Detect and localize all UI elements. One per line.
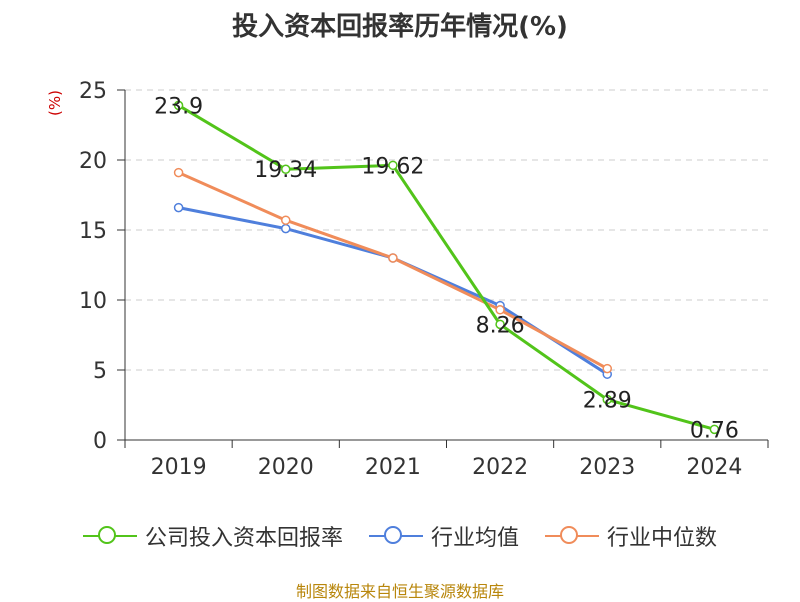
source-footer: 制图数据来自恒生聚源数据库	[295, 582, 504, 601]
y-tick-label: 0	[93, 429, 107, 454]
data-point	[495, 305, 505, 315]
legend-swatch-industry-avg	[368, 524, 423, 548]
y-tick-label: 15	[79, 219, 107, 244]
data-point	[173, 100, 184, 111]
series-line-1	[178, 206, 609, 376]
legend-label-company: 公司投入资本回报率	[144, 526, 343, 551]
data-point	[281, 215, 291, 225]
data-point	[602, 394, 612, 405]
x-tick-label: 2020	[258, 455, 314, 480]
x-tick-label: 2022	[472, 455, 528, 480]
legend-label-industry-median: 行业中位数	[607, 526, 718, 551]
x-tick-label: 2023	[579, 455, 635, 480]
x-tick-label: 2021	[365, 455, 421, 480]
series-line-0	[177, 104, 715, 431]
y-tick-label: 10	[79, 289, 107, 314]
data-point	[388, 160, 398, 171]
y-tick-label: 20	[79, 149, 107, 174]
legend-item-industry-avg[interactable]: 行业均值	[368, 520, 519, 552]
data-point	[709, 424, 720, 435]
legend-swatch-company	[82, 524, 137, 548]
data-label: 8.26	[476, 313, 525, 338]
series-line-2	[177, 171, 608, 370]
y-tick-label: 25	[79, 79, 107, 104]
data-point	[602, 363, 612, 374]
data-point	[495, 319, 505, 330]
x-tick-label: 2024	[686, 455, 742, 480]
data-label: 0.76	[690, 418, 739, 443]
x-tick-label: 2019	[151, 455, 207, 480]
legend-swatch-industry-median	[545, 524, 599, 548]
chart-title: 投入资本回报率历年情况(%)	[232, 12, 568, 42]
data-label: 2.89	[583, 389, 632, 414]
y-tick-label: 5	[93, 359, 107, 384]
data-point	[173, 202, 184, 213]
data-point	[281, 223, 291, 234]
data-point	[281, 164, 291, 174]
data-point	[388, 253, 398, 263]
data-point	[173, 167, 184, 178]
data-label: 19.62	[361, 154, 424, 179]
data-label: 19.34	[254, 158, 317, 183]
legend-item-company[interactable]: 公司投入资本回报率	[82, 520, 343, 552]
legend: 公司投入资本回报率 行业均值 行业中位数	[0, 518, 800, 554]
data-label: 23.9	[154, 94, 203, 119]
legend-item-industry-median[interactable]: 行业中位数	[545, 520, 717, 552]
legend-label-industry-avg: 行业均值	[430, 526, 519, 551]
